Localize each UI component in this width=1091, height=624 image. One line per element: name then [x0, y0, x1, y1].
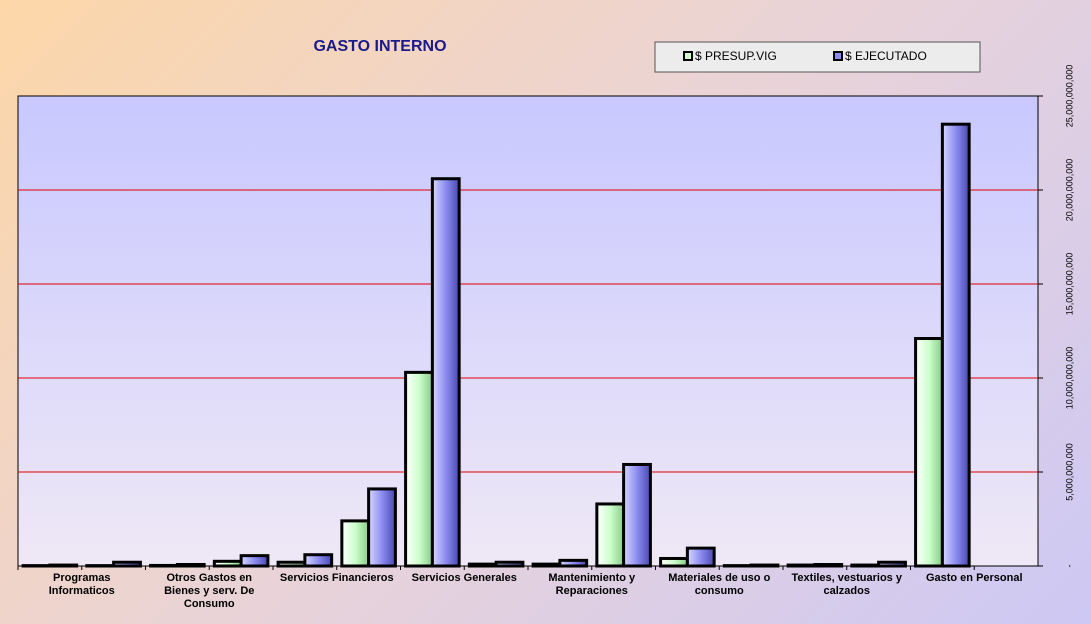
bar	[813, 562, 844, 568]
x-tick-label: Servicios Financieros	[279, 572, 394, 584]
y-tick-label: 25,000,000,000	[1064, 65, 1074, 128]
bar	[48, 563, 79, 568]
bar	[877, 560, 907, 568]
y-tick-label: -	[1064, 565, 1074, 568]
y-tick-label: 15,000,000,000	[1064, 253, 1074, 316]
bar	[558, 558, 589, 568]
bar	[212, 559, 243, 568]
bar	[367, 487, 397, 568]
y-tick-label: 20,000,000,000	[1064, 159, 1074, 222]
bar	[430, 177, 461, 568]
legend-label: $ EJECUTADO	[845, 49, 927, 63]
bar	[685, 546, 716, 568]
y-tick-label: 10,000,000,000	[1064, 347, 1074, 410]
bar	[175, 562, 206, 568]
x-tick-label: Materiales de uso o consumo	[668, 572, 771, 597]
x-tick-label: Programas Informaticos	[48, 572, 115, 597]
bar	[595, 502, 626, 568]
bar	[850, 563, 881, 568]
legend-swatch	[683, 51, 693, 61]
bar	[659, 556, 689, 568]
bar	[112, 560, 142, 568]
bar	[340, 519, 371, 568]
chart-title: GASTO INTERNO	[313, 38, 446, 55]
bar	[494, 560, 525, 568]
x-tick-label: Textiles, vestuarios y calzados	[791, 572, 902, 597]
x-tick-label: Gasto en Personal	[925, 572, 1023, 584]
bar	[149, 563, 179, 568]
bar	[467, 562, 498, 568]
plot-area	[17, 95, 1039, 567]
bar	[303, 553, 334, 568]
bar	[531, 562, 562, 568]
legend	[654, 41, 981, 73]
legend-label: $ PRESUP.VIG	[695, 49, 777, 63]
bar	[622, 462, 652, 568]
bar	[239, 554, 270, 568]
bar	[914, 337, 944, 568]
bar	[786, 563, 817, 568]
x-tick-label: Otros Gastos en Bienes y serv. De Consum…	[164, 572, 255, 610]
bar	[940, 122, 971, 568]
bar	[749, 563, 780, 568]
x-tick-label: Mantenimiento y Reparaciones	[548, 572, 636, 597]
bar	[404, 370, 434, 568]
legend-swatch	[833, 51, 843, 61]
bar	[276, 560, 307, 568]
y-tick-label: 5,000,000,000	[1064, 443, 1074, 501]
x-tick-label: Servicios Generales	[411, 572, 517, 584]
